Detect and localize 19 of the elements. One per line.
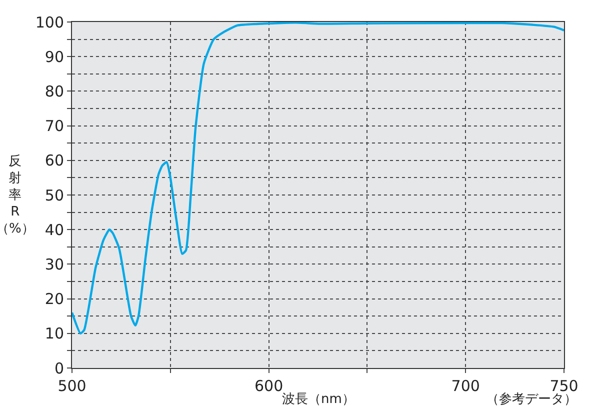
x-axis-title: 波長（nm） bbox=[282, 392, 355, 407]
x-tick-label: 750 bbox=[550, 377, 578, 395]
y-tick-label: 40 bbox=[44, 220, 64, 239]
y-tick-label: 20 bbox=[44, 290, 64, 308]
line-series bbox=[72, 22, 564, 334]
y-tick-label: 0 bbox=[54, 359, 64, 378]
x-tick-label: 700 bbox=[451, 377, 480, 395]
y-tick-label: 50 bbox=[44, 186, 64, 204]
y-tick-label: 60 bbox=[44, 152, 64, 170]
y-tick-label: 90 bbox=[44, 48, 64, 66]
y-tick-label: 70 bbox=[44, 117, 64, 136]
y-tick-label: 10 bbox=[44, 324, 64, 343]
y-tick-label: 80 bbox=[44, 82, 64, 100]
x-tick-label: 500 bbox=[58, 377, 86, 395]
y-tick-label: 100 bbox=[35, 13, 64, 32]
y-axis-title: 反射率R（%） bbox=[0, 154, 34, 237]
y-tick-label: 30 bbox=[44, 255, 64, 274]
x-tick-label: 600 bbox=[254, 377, 284, 395]
text: （参考データ） bbox=[486, 392, 577, 407]
